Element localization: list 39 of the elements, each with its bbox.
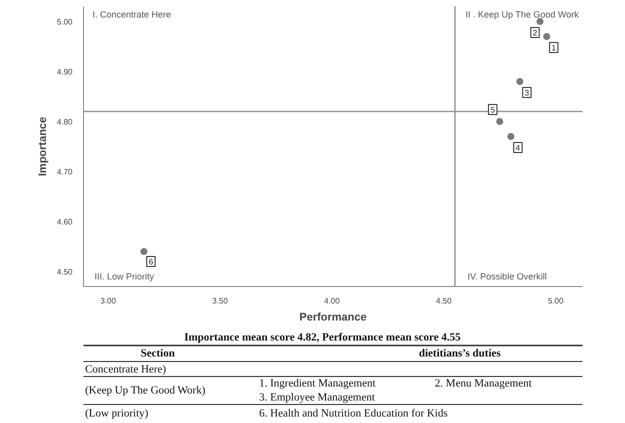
y-tick-label: 4.60 [56,218,74,226]
annotation: IV. Possible Overkill [468,272,547,282]
annotation: III. Low Priority [94,272,155,282]
point [507,133,514,140]
y-axis-title: Importance [36,116,49,176]
x-axis-title: Performance [299,312,367,324]
point [516,78,524,85]
text: 6. Health and Nutrition Education for Kids [259,408,448,420]
y-tick-label: 4.50 [56,268,74,276]
text: (Low priority) [85,408,149,420]
point [543,33,550,40]
y-tick-label: 4.90 [56,68,74,76]
y-tick-label: 4.70 [56,168,74,176]
annotation: 6 [148,258,154,266]
annotation: 2 [532,28,538,38]
y-tick-label: 5.00 [56,18,74,26]
annotation: 5 [490,106,496,114]
text: Section [140,348,175,360]
text: 2. Menu Management [434,378,532,390]
x-tick-label: 4.50 [436,296,452,306]
text: 1. Ingredient Management [259,378,376,390]
point [140,248,148,255]
text: Concentrate Here) [85,364,166,376]
y-tick-label: 4.80 [56,118,74,126]
x-tick-label: 3.00 [100,296,116,306]
annotation: I. Concentrate Here [92,10,172,20]
text: dietitians’s duties [418,348,502,360]
x-tick-label: 3.50 [212,296,228,306]
text: (Keep Up The Good Work) [85,384,206,396]
text: Importance mean score 4.82, Performance mean score 4.55 [184,332,462,344]
annotation: 4 [516,144,521,152]
annotation: 1 [551,44,556,52]
annotation: 3 [524,88,530,98]
x-tick-label: 4.00 [324,296,340,306]
text: 3. Employee Management [259,392,375,404]
point [536,18,544,25]
x-tick-label: 5.00 [548,296,564,306]
annotation: II . Keep Up The Good Work [466,10,580,20]
point [496,118,504,125]
